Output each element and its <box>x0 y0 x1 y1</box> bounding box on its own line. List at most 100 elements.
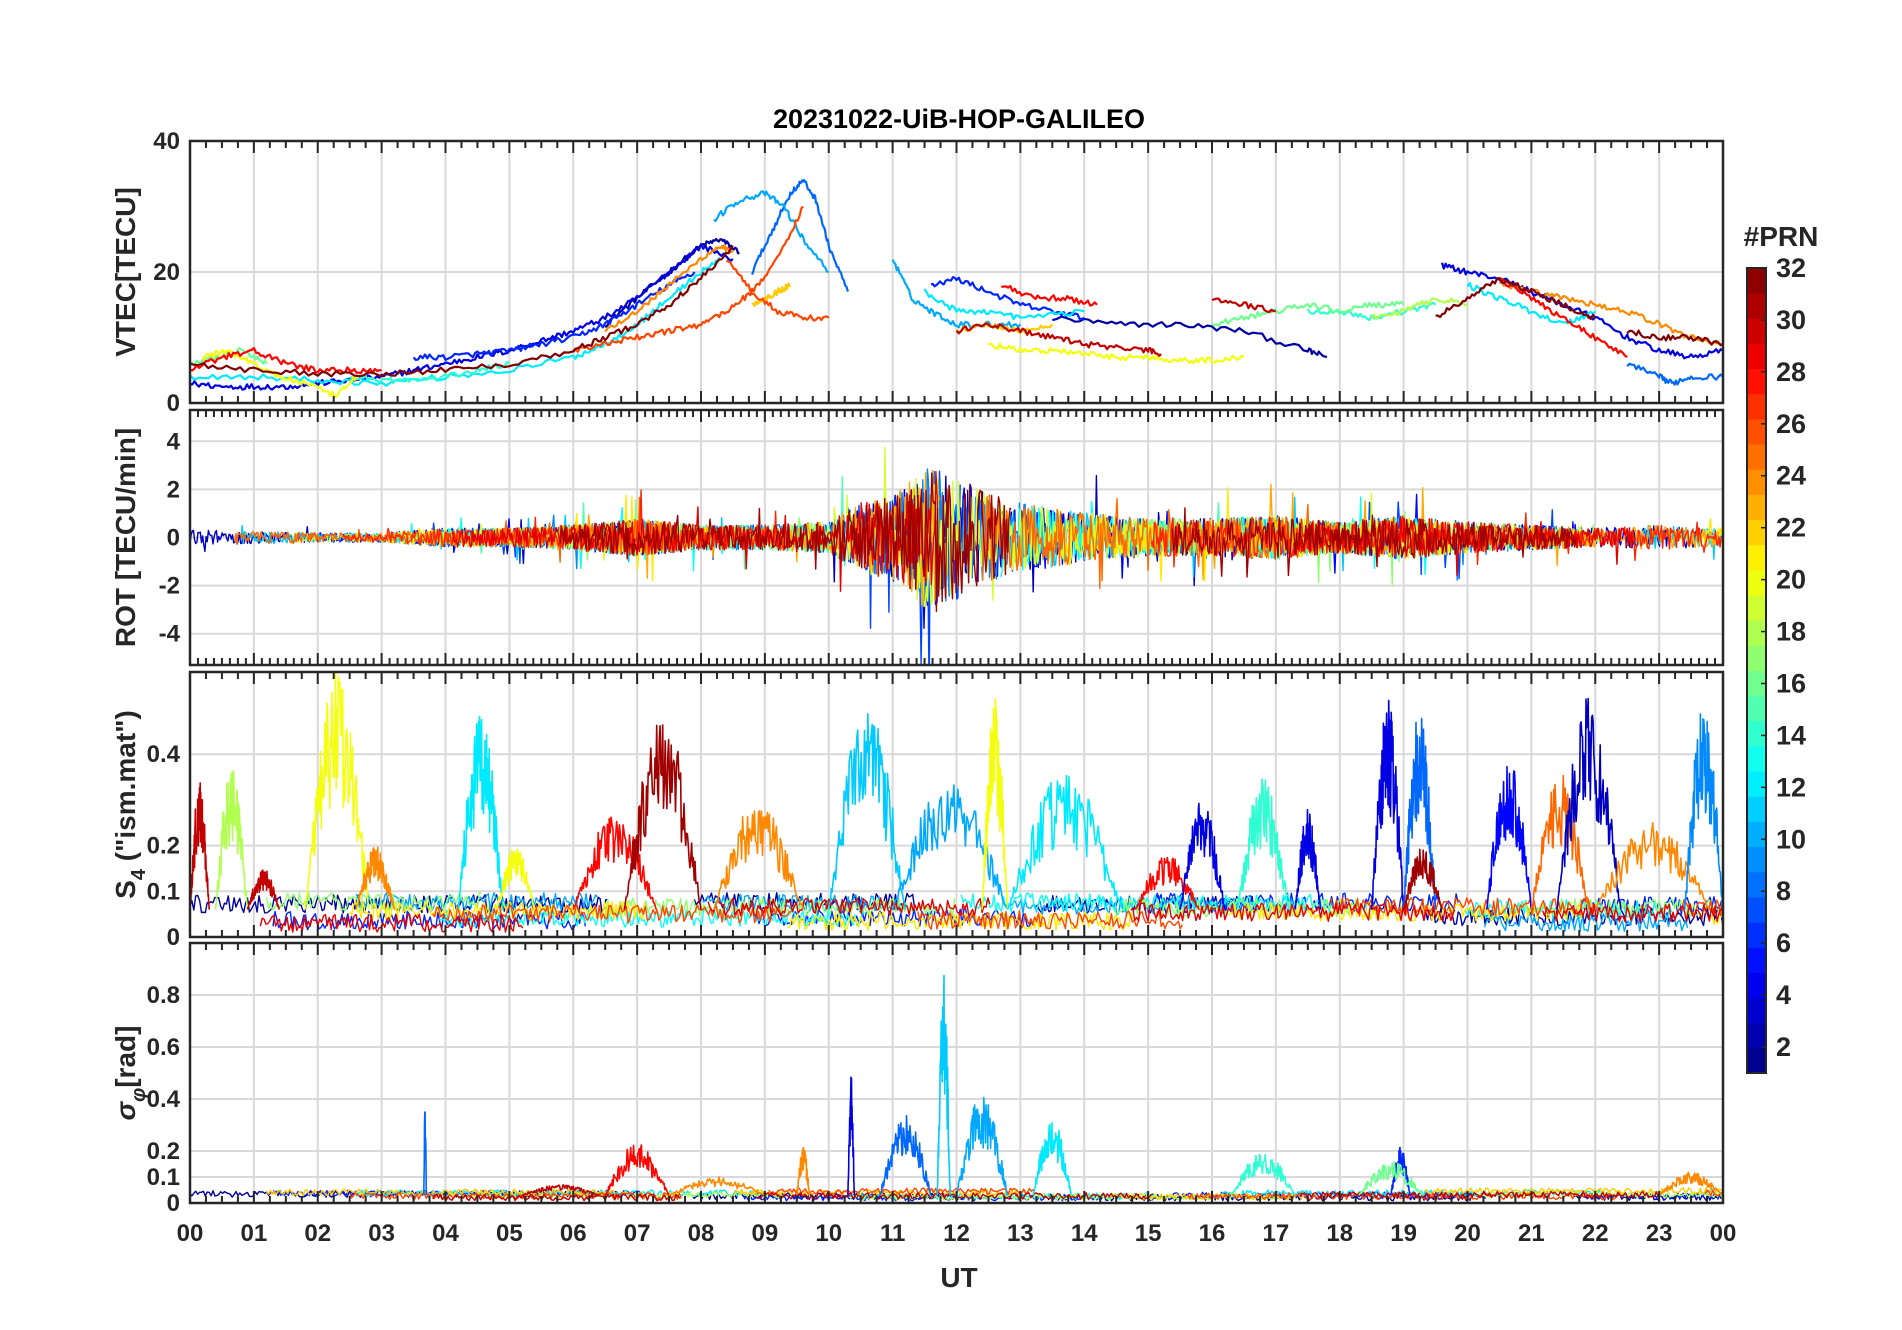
series-prn-16 <box>1211 300 1405 327</box>
colorbar-band <box>1747 519 1766 546</box>
x-tick-label: 07 <box>624 1220 651 1247</box>
colorbar-tick-label: 28 <box>1776 357 1806 387</box>
colorbar-tick-label: 8 <box>1776 876 1791 906</box>
series-group <box>190 179 1723 398</box>
x-tick-label: 21 <box>1518 1220 1545 1247</box>
x-tick-label: 01 <box>241 1220 268 1247</box>
colorbar-tick-label: 22 <box>1776 513 1806 543</box>
y-tick-label: 0 <box>167 924 180 951</box>
colorbar-band <box>1747 469 1766 495</box>
series-prn-32 <box>190 245 734 378</box>
y-axis-title-main: S <box>110 880 141 899</box>
series-prn-26 <box>432 904 792 924</box>
colorbar-band <box>1747 695 1766 722</box>
panel-vtec: 0 20 40 VTEC[TECU] <box>110 128 1725 417</box>
series-prn-22 <box>266 1188 617 1197</box>
series-prn-28 <box>1001 284 1098 307</box>
colorbar-band <box>1747 343 1766 370</box>
colorbar-tick-label: 26 <box>1776 409 1806 439</box>
colorbar-tick-label: 14 <box>1776 720 1806 750</box>
y-axis-title-main: σ <box>110 1100 141 1120</box>
colorbar-band <box>1747 1047 1766 1074</box>
series-group <box>190 446 1723 665</box>
y-axis-title: ROT [TECU/min] <box>110 428 141 647</box>
colorbar-band <box>1747 544 1766 571</box>
series-prn-32 <box>1626 329 1723 346</box>
panel-sigma_phi: 00.10.2 0.4 0.6 0.8 σφ[rad] <box>110 941 1725 1217</box>
y-tick-label: 0.2 <box>147 833 180 860</box>
series-prn-18 <box>214 770 249 910</box>
series-prn-24 <box>796 1146 811 1196</box>
series-prn-8 <box>1626 362 1723 386</box>
series-prn-8 <box>1402 717 1437 910</box>
series-prn-20 <box>987 342 1245 365</box>
series-prn-6 <box>930 276 1085 321</box>
series-prn-31 <box>1402 848 1443 910</box>
series-prn-14 <box>1306 301 1437 322</box>
colorbar-band <box>1747 720 1766 747</box>
series-prn-28 <box>1498 276 1628 359</box>
series-prn-10 <box>1009 895 1298 916</box>
colorbar-band <box>1747 418 1766 445</box>
colorbar-band <box>1747 997 1766 1024</box>
y-tick-label: 2 <box>167 476 180 503</box>
series-prn-30 <box>1211 297 1277 314</box>
x-tick-label: 20 <box>1454 1220 1481 1247</box>
y-axis-title: VTEC[TECU] <box>110 187 141 357</box>
y-tick-label: 40 <box>153 128 180 155</box>
series-prn-31 <box>559 472 1012 613</box>
series-prn-12 <box>190 257 721 387</box>
series-prn-10 <box>713 190 830 274</box>
series-prn-29 <box>259 913 524 933</box>
colorbar-tick-label: 30 <box>1776 305 1806 335</box>
series-prn-12 <box>923 288 1085 321</box>
y-tick-label: 0.1 <box>147 878 180 905</box>
series-prn-6 <box>754 907 1036 928</box>
series-prn-9 <box>1683 713 1723 910</box>
series-prn-29 <box>451 471 939 592</box>
y-tick-label: 0 <box>167 390 180 417</box>
colorbar-band <box>1747 947 1766 973</box>
series-prn-24 <box>668 1176 766 1196</box>
series-prn-10 <box>955 1096 1009 1196</box>
series-prn-26 <box>725 259 830 322</box>
figure-title: 20231022-UiB-HOP-GALILEO <box>773 104 1145 134</box>
series-prn-29 <box>1130 902 1456 922</box>
x-tick-label: 19 <box>1390 1220 1417 1247</box>
colorbar-band <box>1747 846 1766 873</box>
x-tick-label: 04 <box>432 1220 459 1247</box>
x-tick-label: 15 <box>1135 1220 1162 1247</box>
series-prn-20 <box>201 348 358 398</box>
series-prn-4 <box>1440 262 1723 360</box>
series-prn-24 <box>1658 1171 1723 1196</box>
series-prn-29 <box>1293 515 1636 577</box>
colorbar-band <box>1747 368 1766 395</box>
series-prn-14 <box>1236 778 1290 910</box>
series-prn-30 <box>246 869 281 910</box>
series-prn-24 <box>713 810 804 910</box>
colorbar-band <box>1747 595 1766 621</box>
colorbar-band <box>1747 1022 1766 1049</box>
y-axis-title: S4 ("ism.mat") <box>110 710 150 899</box>
x-tick-label: 00 <box>177 1220 204 1247</box>
series-prn-24 <box>1594 822 1711 911</box>
series-prn-10 <box>891 784 1009 910</box>
colorbar-tick-label: 4 <box>1776 980 1791 1010</box>
y-tick-label: 0 <box>167 525 180 552</box>
colorbar-band <box>1747 896 1766 923</box>
series-prn-26 <box>768 1187 1036 1196</box>
colorbar-band <box>1747 871 1766 898</box>
x-tick-label: 13 <box>1007 1220 1034 1247</box>
series-prn-12 <box>457 715 504 910</box>
series-prn-6 <box>412 271 696 361</box>
series-group <box>190 672 1723 933</box>
series-prn-3 <box>1556 697 1622 910</box>
series-prn-12 <box>1466 282 1597 325</box>
series-prn-10 <box>1483 912 1689 932</box>
series-prn-8 <box>751 179 849 292</box>
y-tick-label: 0.8 <box>147 982 180 1009</box>
y-axis-title-rest: [rad] <box>110 1026 141 1088</box>
